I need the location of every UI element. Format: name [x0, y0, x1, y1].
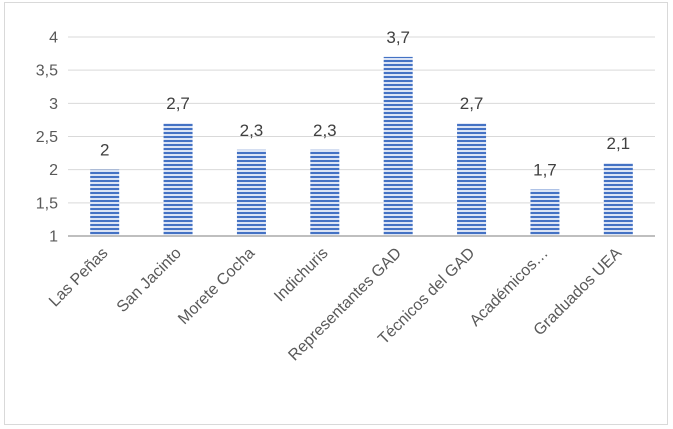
y-axis-ticks: 1 1,5 2 2,5 3 3,5 4 [36, 30, 58, 246]
bar [236, 149, 266, 236]
data-label: 1,7 [533, 161, 557, 180]
data-label: 3,7 [386, 28, 410, 47]
data-labels: 2 2,7 2,3 2,3 3,7 2,7 1,7 2,1 [100, 28, 630, 180]
y-tick-label: 2 [49, 162, 58, 179]
data-label: 2,7 [460, 94, 484, 113]
x-category-label: Indichuris [271, 245, 331, 305]
x-category-label: Académicos… [467, 245, 552, 330]
data-label: 2,1 [606, 134, 630, 153]
y-tick-label: 1 [49, 229, 58, 246]
bar [163, 123, 193, 236]
bars [90, 56, 633, 237]
bar [310, 149, 340, 236]
gridlines [68, 36, 655, 204]
x-category-label: San Jacinto [114, 245, 185, 316]
y-tick-label: 4 [49, 30, 58, 47]
bar [530, 189, 560, 236]
bar [603, 163, 633, 236]
data-label: 2,7 [166, 94, 190, 113]
y-tick-label: 3 [49, 96, 58, 113]
data-label: 2,3 [313, 121, 337, 140]
data-label: 2,3 [240, 121, 264, 140]
x-category-label: Las Peñas [46, 245, 111, 310]
y-tick-label: 2,5 [36, 129, 58, 146]
y-tick-label: 1,5 [36, 195, 58, 212]
bar [90, 169, 120, 236]
x-category-label: Morete Cocha [175, 245, 258, 328]
y-tick-label: 3,5 [36, 63, 58, 80]
bar [383, 56, 413, 237]
data-label: 2 [100, 141, 109, 160]
bar [457, 123, 487, 236]
